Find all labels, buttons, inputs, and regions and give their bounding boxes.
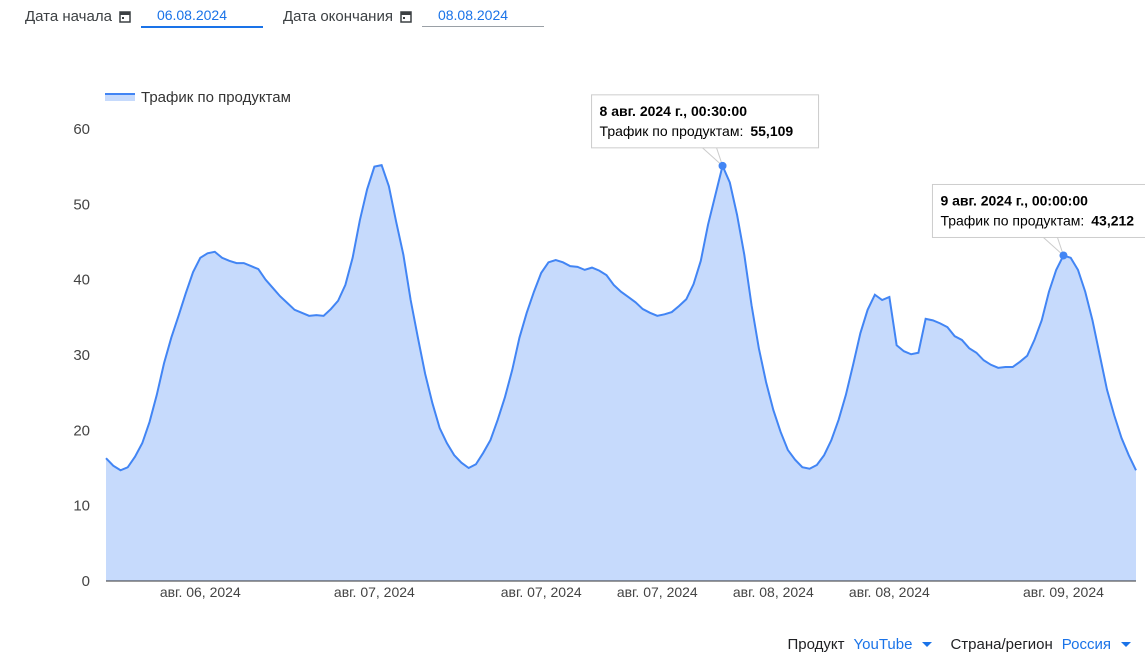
region-label: Страна/регион	[950, 636, 1053, 653]
start-date-input[interactable]: 06.08.2024	[140, 5, 263, 28]
tooltip-box	[591, 94, 820, 149]
end-label: Дата окончания	[282, 7, 393, 25]
region-select[interactable]: Россия	[1061, 636, 1111, 653]
tooltip-title: 8 авг. 2024 г., 00:30:00	[600, 103, 748, 119]
filters-bar: Продукт YouTube Страна/регион Россия	[787, 636, 1131, 653]
tooltip-tail	[702, 147, 723, 167]
x-tick-label: авг. 07, 2024	[501, 584, 582, 600]
tooltip-title: 9 авг. 2024 г., 00:00:00	[940, 192, 1088, 208]
y-tick-label: 20	[73, 422, 90, 439]
highlight-point	[718, 161, 727, 170]
dropdown-arrow[interactable]	[1121, 641, 1131, 648]
tooltip: 8 авг. 2024 г., 00:30:00 Трафик по продук…	[591, 94, 820, 167]
x-tick-label: авг. 08, 2024	[849, 584, 930, 600]
area-fill	[106, 165, 1136, 581]
x-tick-label: авг. 07, 2024	[334, 584, 415, 600]
calendar-icon[interactable]	[119, 10, 131, 23]
x-tick-label: авг. 09, 2024	[1023, 584, 1104, 600]
y-tick-label: 40	[73, 272, 90, 289]
x-tick-label: авг. 06, 2024	[160, 584, 241, 600]
y-tick-label: 30	[73, 347, 90, 364]
y-tick-label: 50	[73, 196, 90, 213]
tooltip-box	[931, 183, 1145, 238]
highlight-point	[1059, 251, 1068, 260]
line	[105, 162, 1137, 472]
end-date-input[interactable]: 08.08.2024	[421, 5, 544, 27]
tooltip-value: 43,212	[1091, 212, 1134, 228]
y-tick-label: 60	[73, 121, 90, 138]
product-label: Продукт	[787, 636, 845, 653]
x-tick-label: авг. 08, 2024	[733, 584, 814, 600]
y-tick-label: 10	[73, 498, 90, 515]
product-select[interactable]: YouTube	[853, 636, 913, 653]
calendar-icon[interactable]	[400, 10, 412, 23]
tooltip-series: Трафик по продуктам:	[600, 123, 744, 139]
tooltip-value: 55,109	[750, 123, 793, 139]
date-range: Дата начала 06.08.2024 Дата окончания 08…	[25, 4, 544, 28]
dropdown-arrow[interactable]	[922, 641, 933, 648]
start-label: Дата начала	[25, 7, 112, 25]
tooltip-tail	[1043, 237, 1064, 256]
legend-swatch	[105, 94, 135, 101]
y-tick-label: 0	[82, 573, 90, 590]
legend-label: Трафик по продуктам	[141, 89, 291, 106]
chart: 0 10 20 30 40 50 60 авг. 06, 2024 авг. 07, 2024 а…	[73, 89, 1145, 600]
x-tick-label: авг. 07, 2024	[617, 584, 698, 600]
tooltip: 9 авг. 2024 г., 00:00:00 Трафик по продук…	[931, 183, 1145, 256]
tooltip-series: Трафик по продуктам:	[940, 212, 1084, 228]
